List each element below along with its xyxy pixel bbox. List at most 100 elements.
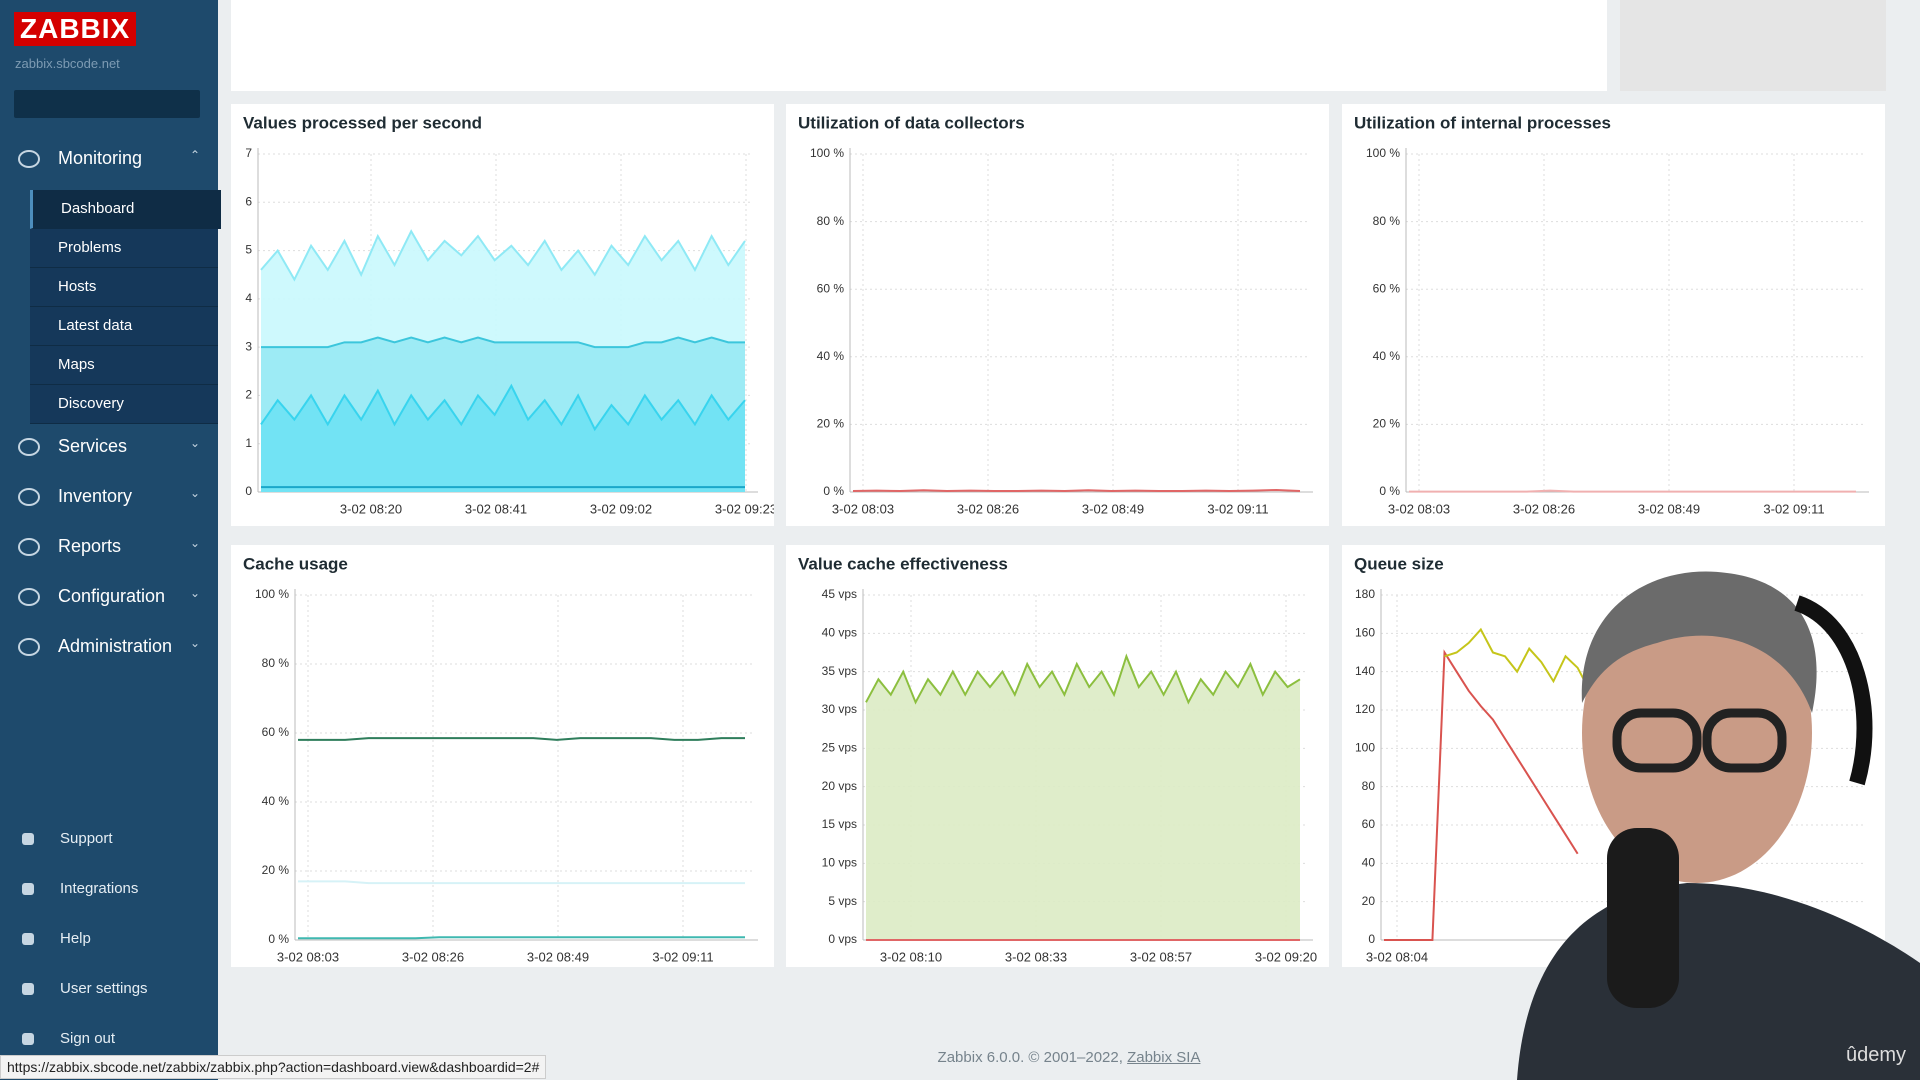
logo[interactable]: ZABBIX	[14, 12, 137, 46]
sidebar: ZABBIX zabbix.sbcode.net Monitoring ⌃ Dash…	[0, 0, 221, 1080]
graph: Value cache effectiveness 0 vps 5 vps 10 vp…	[798, 554, 1317, 964]
submenu-label: Latest data	[58, 317, 133, 334]
y-tick-label: 5	[245, 243, 252, 257]
x-tick-label: 3-02 09:11	[1763, 501, 1824, 516]
series-line	[1409, 489, 1856, 493]
graph-widget: Utilization of data collectors 0 % 20 % 40 …	[786, 104, 1329, 526]
footer-link[interactable]: Zabbix SIA	[1127, 1049, 1201, 1066]
submenu-label: Problems	[58, 239, 122, 256]
y-tick-label: 40 vps	[822, 626, 857, 640]
search-box[interactable]	[14, 90, 200, 118]
x-tick-label: 3-02 08:49	[1638, 501, 1700, 516]
submenu-item[interactable]: Dashboard	[30, 190, 221, 229]
y-tick-label: 20	[1362, 894, 1376, 908]
menu-item[interactable]: Monitoring ⌃	[0, 148, 218, 178]
y-tick-label: 20 %	[1373, 417, 1401, 431]
series-line	[865, 653, 1301, 705]
x-tick-label: 3-02 08:26	[957, 501, 1019, 516]
footer-menu-label: Help	[60, 930, 91, 947]
y-tick-label: 60 %	[262, 725, 290, 739]
series-line	[1384, 649, 1579, 941]
submenu-item[interactable]: Problems	[30, 229, 218, 268]
menu-icon	[18, 588, 40, 606]
watermark: ûdemy	[1845, 1044, 1906, 1066]
y-tick-label: 80 %	[817, 214, 845, 228]
graph: Cache usage 0 % 20 % 40 % 60 % 80 % 100 % 3-02 …	[243, 554, 758, 964]
widget-title: Queue size	[1354, 554, 1444, 573]
y-tick-label: 40	[1362, 856, 1376, 870]
widget-title: Value cache effectiveness	[798, 554, 1008, 573]
y-tick-label: 60 %	[817, 281, 845, 295]
series-line	[298, 737, 745, 741]
graph-widget: Utilization of internal processes 0 % 20 %…	[1342, 104, 1885, 526]
y-tick-label: 80 %	[262, 656, 290, 670]
widget-title: Utilization of internal processes	[1354, 113, 1611, 132]
series-line	[298, 936, 745, 940]
y-tick-label: 100	[1355, 741, 1375, 755]
x-tick-label: 3-02 08:03	[1388, 501, 1450, 516]
menu-icon	[18, 538, 40, 556]
menu-label: Configuration	[58, 586, 166, 606]
y-tick-label: 100 %	[255, 587, 289, 601]
footer-menu-label: Sign out	[60, 1030, 116, 1047]
y-tick-label: 30 vps	[822, 702, 857, 716]
x-tick-label: 3-02 09:11	[1207, 501, 1268, 516]
menu-item[interactable]: Administration ⌄	[0, 636, 218, 666]
top-widget	[231, 0, 1607, 91]
submenu-item[interactable]: Hosts	[30, 268, 218, 307]
chevron: ⌃	[189, 148, 200, 162]
status-url: https://zabbix.sbcode.net/zabbix/zabbix.…	[0, 1055, 547, 1079]
menu-item[interactable]: Services ⌄	[0, 436, 218, 466]
graph-widget: Values processed per second 0 1 2 3 4 5 6 7 3-02 …	[231, 104, 774, 526]
menu-item[interactable]: Reports ⌄	[0, 536, 218, 566]
y-tick-label: 180	[1355, 587, 1375, 601]
graph: Values processed per second 0 1 2 3 4 5 6 7 3-02 …	[243, 113, 774, 516]
y-tick-label: 15 vps	[822, 817, 857, 831]
cat-image	[1620, 0, 1886, 91]
y-tick-label: 3	[245, 339, 252, 353]
y-tick-label: 25 vps	[822, 741, 857, 755]
menu-icon	[22, 883, 34, 895]
series-area	[866, 656, 1300, 940]
y-tick-label: 35 vps	[822, 664, 857, 678]
menu-item[interactable]: Configuration ⌄	[0, 586, 218, 616]
menu-icon	[22, 1033, 34, 1045]
webcam-overlay	[1517, 571, 1920, 1080]
submenu-item[interactable]: Maps	[30, 346, 218, 385]
footer-menu-label: Support	[60, 830, 113, 847]
y-tick-label: 60	[1362, 817, 1376, 831]
x-tick-label: 3-02 08:04	[1366, 949, 1428, 964]
series-line	[261, 336, 745, 349]
menu-label: Inventory	[58, 486, 133, 506]
chevron: ⌄	[189, 636, 200, 650]
footer-menu-label: User settings	[60, 980, 148, 997]
submenu-item[interactable]: Latest data	[30, 307, 218, 346]
x-tick-label: 3-02 09:20	[1255, 949, 1317, 964]
menu-item[interactable]: Inventory ⌄	[0, 486, 218, 516]
y-tick-label: 100 %	[810, 146, 844, 160]
y-tick-label: 40 %	[817, 349, 845, 363]
widget-title: Values processed per second	[243, 113, 482, 132]
y-tick-label: 10 vps	[822, 856, 857, 870]
menu-icon	[22, 833, 34, 845]
x-tick-label: 3-02 08:57	[1130, 949, 1192, 964]
menu-label: Monitoring	[58, 148, 143, 168]
y-tick-label: 160	[1355, 626, 1375, 640]
submenu-item[interactable]: Discovery	[30, 385, 218, 424]
chevron: ⌄	[189, 586, 200, 600]
widget-title: Utilization of data collectors	[798, 113, 1025, 132]
series-line	[260, 229, 746, 282]
y-tick-label: 1	[245, 436, 252, 450]
submenu-label: Discovery	[58, 395, 124, 412]
y-tick-label: 80 %	[1373, 214, 1401, 228]
menu-icon	[22, 933, 34, 945]
y-tick-label: 60 %	[1373, 281, 1401, 295]
x-tick-label: 3-02 09:11	[652, 949, 713, 964]
y-tick-label: 0 vps	[828, 932, 857, 946]
menu-icon	[18, 638, 40, 656]
graph-widget: Value cache effectiveness 0 vps 5 vps 10 vp…	[786, 545, 1329, 967]
menu-label: Administration	[58, 636, 173, 656]
submenu-label: Hosts	[58, 278, 97, 295]
menu-icon	[18, 488, 40, 506]
